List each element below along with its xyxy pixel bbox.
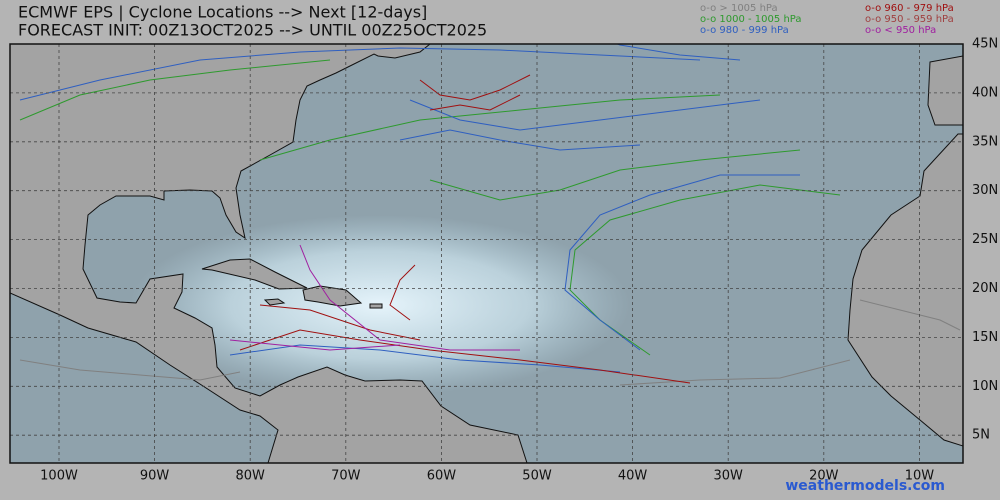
land-jamaica bbox=[263, 298, 286, 306]
storm-track bbox=[619, 359, 851, 386]
axis-labels: 100W 90W 80W 70W 60W 50W 40W 30W 20W 10W 45N 40N 35N… bbox=[40, 37, 998, 484]
storm-track bbox=[259, 94, 721, 161]
lon-label: 10W bbox=[905, 469, 935, 484]
land-puerto-rico bbox=[369, 303, 383, 309]
lat-label: 10N bbox=[972, 379, 998, 394]
storm-track bbox=[859, 299, 961, 331]
storm-track bbox=[419, 74, 531, 101]
land-iberia bbox=[927, 55, 963, 126]
storm-tracks bbox=[19, 44, 961, 386]
pacific-ocean bbox=[10, 292, 279, 463]
lon-label: 100W bbox=[40, 469, 78, 484]
graticule bbox=[10, 44, 963, 463]
lon-label: 20W bbox=[809, 469, 839, 484]
lon-label: 30W bbox=[713, 469, 743, 484]
title: ECMWF EPS | Cyclone Locations --> Next [… bbox=[18, 3, 427, 22]
subtitle: FORECAST INIT: 00Z13OCT2025 --> UNTIL 00… bbox=[18, 21, 487, 40]
storm-track bbox=[19, 47, 701, 101]
storm-track bbox=[229, 344, 621, 373]
lat-label: 25N bbox=[972, 232, 998, 247]
storm-track bbox=[429, 149, 801, 201]
lat-label: 40N bbox=[972, 85, 998, 100]
map-area bbox=[10, 44, 963, 463]
lat-label: 35N bbox=[972, 134, 998, 149]
legend-entry: o-o > 1005 hPa bbox=[700, 3, 778, 14]
storm-track bbox=[399, 129, 641, 151]
storm-track bbox=[19, 359, 241, 381]
storm-track bbox=[239, 329, 691, 384]
land-cuba bbox=[201, 258, 308, 290]
lon-label: 90W bbox=[140, 469, 170, 484]
lon-label: 70W bbox=[331, 469, 361, 484]
legend-entry: o-o < 950 hPa bbox=[865, 25, 936, 36]
storm-track bbox=[569, 184, 841, 356]
lon-label: 40W bbox=[618, 469, 648, 484]
storm-track bbox=[429, 94, 521, 111]
map-frame bbox=[9, 43, 964, 464]
lat-label: 30N bbox=[972, 183, 998, 198]
land-hispaniola bbox=[302, 285, 363, 307]
legend-entry: o-o 1000 - 1005 hPa bbox=[700, 14, 801, 25]
lon-label: 80W bbox=[235, 469, 265, 484]
lat-label: 45N bbox=[972, 37, 998, 52]
legend-entry: o-o 980 - 999 hPa bbox=[700, 25, 789, 36]
lat-label: 15N bbox=[972, 330, 998, 345]
storm-track bbox=[564, 174, 800, 351]
storm-track bbox=[615, 44, 741, 61]
storm-track bbox=[259, 304, 421, 341]
land-africa bbox=[847, 133, 963, 447]
lat-label: 5N bbox=[972, 428, 990, 443]
legend-entry: o-o 960 - 979 hPa bbox=[865, 3, 954, 14]
lat-label: 20N bbox=[972, 281, 998, 296]
lon-label: 50W bbox=[522, 469, 552, 484]
storm-track bbox=[409, 99, 761, 131]
lon-label: 60W bbox=[427, 469, 457, 484]
storm-track bbox=[229, 339, 401, 351]
storm-track bbox=[19, 59, 331, 121]
storm-track bbox=[299, 244, 520, 351]
storm-track bbox=[389, 264, 416, 321]
legend-entry: o-o 950 - 959 hPa bbox=[865, 14, 954, 25]
watermark: weathermodels.com bbox=[785, 478, 945, 494]
